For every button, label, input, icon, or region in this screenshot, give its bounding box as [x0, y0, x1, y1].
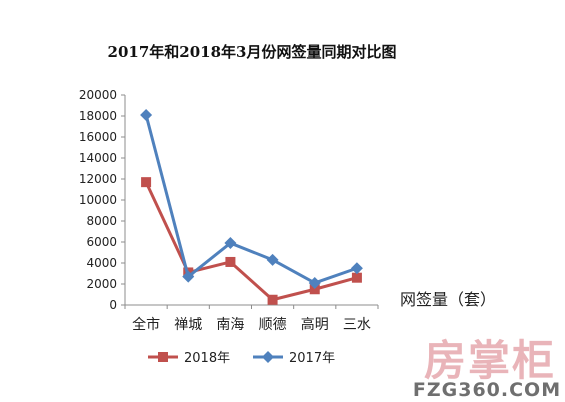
axes: 0 2000 4000 6000 8000 10000 12000 14000 16000 180…: [79, 88, 379, 333]
data-point: [350, 262, 363, 275]
data-point: [224, 237, 237, 250]
x-tick-label: 全市: [132, 316, 160, 333]
series-2018年: [141, 177, 362, 305]
y-tick-label: 10000: [79, 193, 117, 207]
y-tick-label: 16000: [79, 130, 117, 144]
y-tick-label: 20000: [79, 88, 117, 102]
legend: 2018年 2017年: [148, 351, 335, 366]
data-point: [308, 276, 321, 289]
data-point: [182, 270, 195, 283]
legend-item: 2017年: [253, 351, 335, 366]
y-tick-label: 6000: [86, 235, 117, 249]
x-tick-label: 三水: [343, 317, 371, 333]
x-tick-label: 顺德: [259, 317, 287, 333]
x-tick-label: 南海: [216, 317, 244, 333]
legend-label: 2018年: [184, 351, 230, 366]
data-point: [309, 284, 320, 295]
chart-title: 2017年和2018年3月份网签量同期对比图: [108, 43, 397, 61]
y-tick-label: 0: [109, 298, 117, 312]
legend-label: 2017年: [289, 351, 335, 366]
y-tick-label: 12000: [79, 172, 117, 186]
x-tick-label: 禅城: [174, 317, 202, 333]
data-point: [140, 108, 153, 121]
series-2017年: [140, 108, 363, 289]
series-line: [144, 114, 358, 285]
data-point: [267, 294, 278, 305]
watermark-brand: 房掌柜: [424, 336, 556, 385]
series-line: [144, 181, 358, 302]
watermark-url: FZG360.COM: [413, 379, 561, 401]
legend-swatch-marker: [262, 351, 274, 363]
legend-item: 2018年: [148, 351, 230, 366]
y-axis-unit-label: 网签量（套）: [400, 290, 496, 309]
legend-swatch-marker: [158, 352, 168, 362]
data-point: [351, 272, 362, 283]
y-tick-label: 18000: [79, 109, 117, 123]
x-tick-label: 高明: [301, 316, 329, 333]
y-tick-label: 14000: [79, 151, 117, 165]
data-point: [141, 177, 152, 188]
y-tick-label: 4000: [86, 256, 117, 270]
data-point: [266, 253, 279, 266]
watermark: 房掌柜 FZG360.COM: [413, 336, 561, 401]
y-tick-label: 8000: [86, 214, 117, 228]
y-tick-label: 2000: [86, 277, 117, 291]
series-layer: [140, 108, 363, 305]
data-point: [225, 256, 236, 267]
